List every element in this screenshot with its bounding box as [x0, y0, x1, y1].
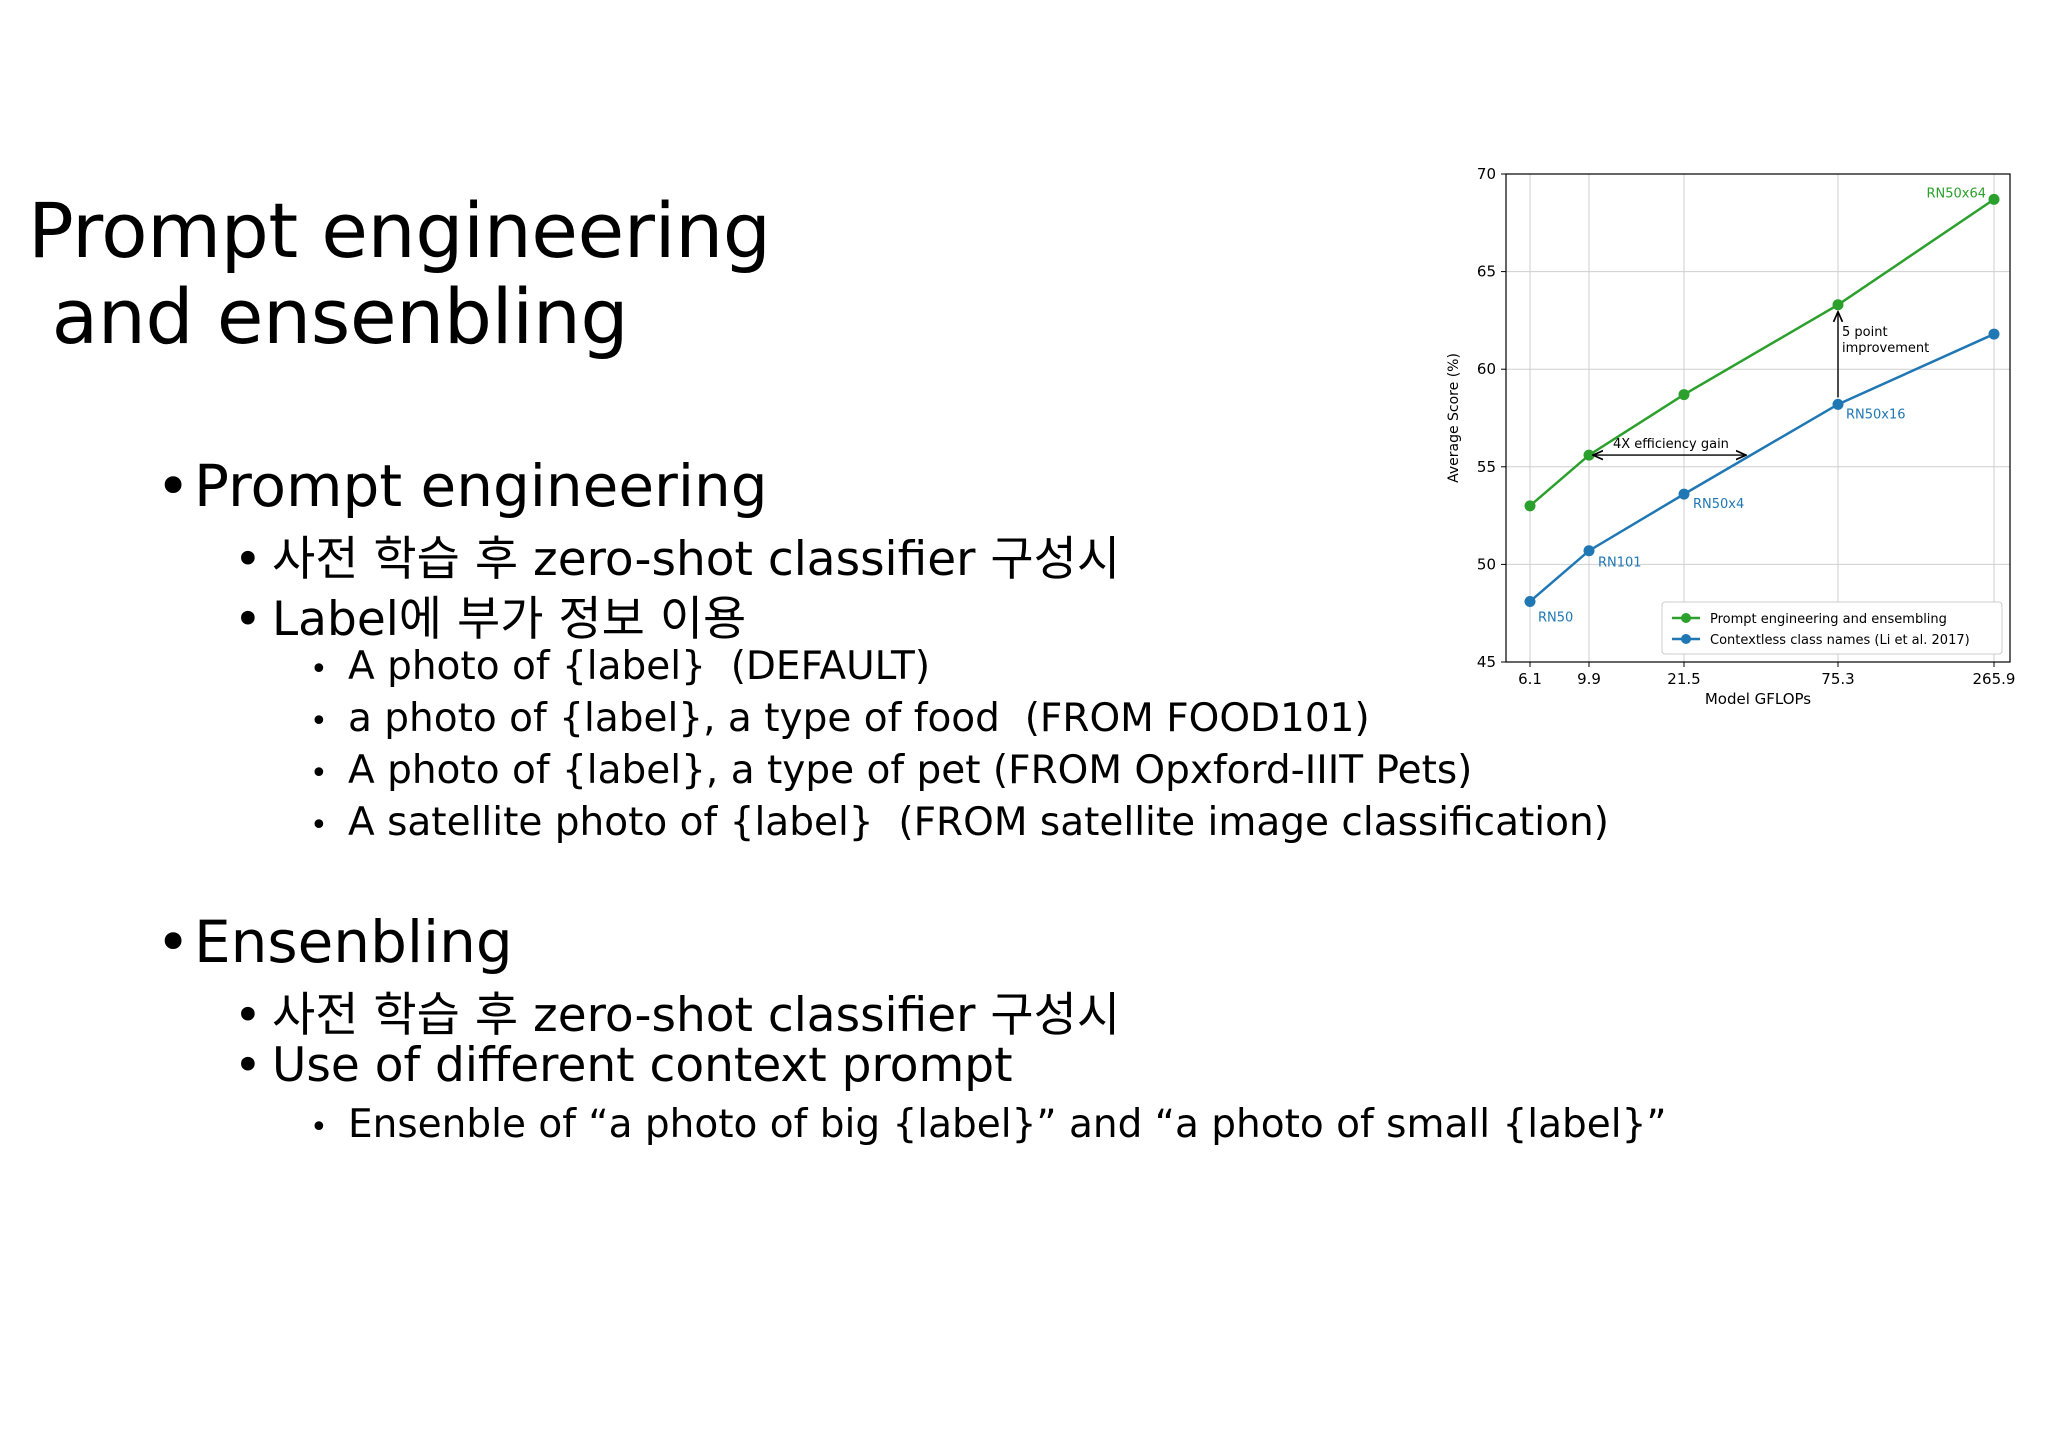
bullet-template-default: • A photo of {label} (DEFAULT): [310, 644, 930, 689]
legend-entry: Prompt engineering and ensembling: [1710, 612, 1947, 627]
data-point: [1832, 299, 1844, 311]
x-tick-label: 6.1: [1518, 670, 1542, 688]
bullet-template-pet: • A photo of {label}, a type of pet (FRO…: [310, 748, 1472, 793]
chart-annotations: 4X efficiency gain 5 point improvement: [1593, 312, 1929, 455]
bullet-text: Prompt engineering: [194, 452, 768, 520]
bullet-text: Use of different context prompt: [272, 1038, 1013, 1093]
data-point: [1678, 389, 1690, 401]
data-point: [1988, 328, 2000, 340]
bullet-dot: •: [234, 532, 262, 587]
bullet-dot: •: [156, 452, 191, 520]
data-point: [1524, 595, 1536, 607]
y-tick-label: 50: [1477, 555, 1496, 573]
bullet-pretrain-zero-shot-2: • 사전 학습 후 zero-shot classifier 구성시: [234, 976, 1120, 1045]
bullet-dot: •: [310, 808, 328, 843]
efficiency-label: 4X efficiency gain: [1613, 437, 1729, 452]
point-label: RN50x4: [1693, 497, 1744, 512]
bullet-text: Label에 부가 정보 이용: [272, 592, 747, 647]
bullet-text: 사전 학습 후 zero-shot classifier 구성시: [272, 988, 1121, 1043]
bullet-dot: •: [310, 1110, 328, 1145]
gflops-score-chart: 45 50 55 60 65 70 6.1 9.9 21.5 75.3 265.9 RN50 RN10…: [1432, 160, 2028, 730]
bullet-text: Ensenbling: [194, 908, 513, 976]
y-tick-label: 60: [1477, 360, 1496, 378]
bullet-template-food: • a photo of {label}, a type of food (FR…: [310, 696, 1370, 741]
bullet-prompt-engineering: • Prompt engineering: [156, 452, 768, 520]
bullet-label-extra-info: • Label에 부가 정보 이용: [234, 580, 746, 649]
bullet-text: A photo of {label}, a type of pet (FROM …: [348, 748, 1473, 793]
data-point: [1583, 545, 1595, 557]
bullet-dot: •: [310, 704, 328, 739]
slide-title-line-1: Prompt engineering: [28, 186, 771, 275]
bullet-text: Ensenble of “a photo of big {label}” and…: [348, 1102, 1667, 1147]
y-axis-label: Average Score (%): [1446, 353, 1462, 483]
bullet-ensemble-big-small: • Ensenble of “a photo of big {label}” a…: [310, 1102, 1667, 1147]
bullet-text: 사전 학습 후 zero-shot classifier 구성시: [272, 532, 1121, 587]
legend-box: [1661, 601, 2003, 655]
improvement-label-line: 5 point: [1842, 325, 1888, 340]
point-label: RN50x64: [1926, 186, 1986, 201]
bullet-template-satellite: • A satellite photo of {label} (FROM sat…: [310, 800, 1609, 845]
chart-ticks: 45 50 55 60 65 70 6.1 9.9 21.5 75.3 265.9: [1477, 165, 2016, 688]
plot-frame: [1505, 173, 2011, 663]
data-point: [1524, 500, 1536, 512]
bullet-dot: •: [310, 756, 328, 791]
legend-swatch-dot: [1681, 613, 1691, 623]
bullet-dot: •: [156, 908, 191, 976]
data-point: [1988, 193, 2000, 205]
point-label: RN50x16: [1846, 407, 1906, 422]
point-label: RN50: [1538, 610, 1573, 625]
y-tick-label: 55: [1477, 458, 1496, 476]
bullet-text: A photo of {label} (DEFAULT): [348, 644, 931, 689]
chart-svg: 45 50 55 60 65 70 6.1 9.9 21.5 75.3 265.9 RN50 RN10…: [1446, 165, 2016, 708]
bullet-dot: •: [234, 592, 262, 647]
chart-legend: Prompt engineering and ensembling Context…: [1661, 601, 2003, 655]
point-label: RN101: [1598, 556, 1642, 571]
data-point: [1583, 449, 1595, 461]
slide-title-line-2: and ensenbling: [28, 272, 629, 361]
x-tick-label: 9.9: [1577, 670, 1601, 688]
bullet-dot: •: [310, 652, 328, 687]
x-tick-label: 265.9: [1973, 670, 2016, 688]
slide-title: Prompt engineering and ensenbling: [28, 188, 771, 360]
chart-series: RN50 RN101 RN50x4 RN50x16 RN50x64: [1524, 186, 2000, 625]
improvement-label-line: improvement: [1842, 341, 1929, 356]
legend-swatch-dot: [1681, 634, 1691, 644]
bullet-pretrain-zero-shot-1: • 사전 학습 후 zero-shot classifier 구성시: [234, 520, 1120, 589]
bullet-ensenbling: • Ensenbling: [156, 908, 513, 976]
x-tick-label: 75.3: [1821, 670, 1854, 688]
y-tick-label: 65: [1477, 263, 1496, 281]
bullet-different-context: • Use of different context prompt: [234, 1038, 1013, 1093]
chart-grid: [1506, 173, 2010, 663]
bullet-dot: •: [234, 988, 262, 1043]
legend-entry: Contextless class names (Li et al. 2017): [1710, 633, 1970, 648]
x-axis-label: Model GFLOPs: [1705, 690, 1811, 708]
bullet-dot: •: [234, 1038, 262, 1093]
bullet-text: a photo of {label}, a type of food (FROM…: [348, 696, 1370, 741]
data-point: [1678, 488, 1690, 500]
bullet-text: A satellite photo of {label} (FROM satel…: [348, 800, 1609, 845]
data-point: [1832, 398, 1844, 410]
x-tick-label: 21.5: [1667, 670, 1700, 688]
improvement-label: 5 point improvement: [1842, 325, 1929, 356]
y-tick-label: 70: [1477, 165, 1496, 183]
y-tick-label: 45: [1477, 653, 1496, 671]
